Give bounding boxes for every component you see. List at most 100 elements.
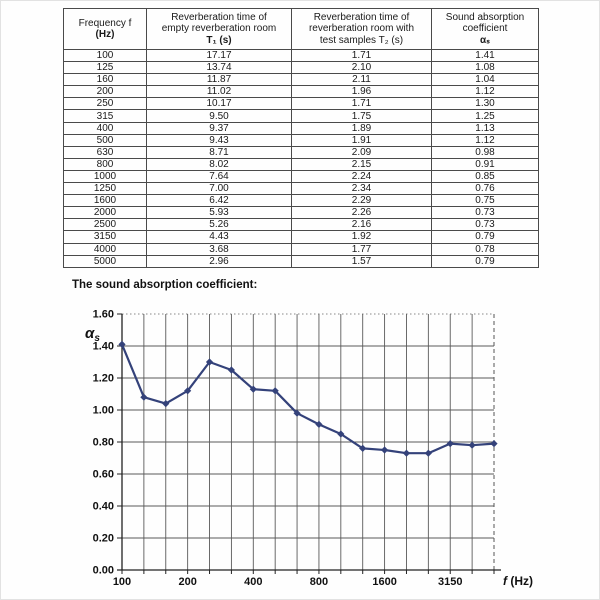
table-row: 5000 2.96 1.57 0.79 [63, 254, 539, 268]
table-cell: 1.25 [431, 109, 539, 123]
table-cell: 4.43 [146, 230, 292, 244]
table-row: 3150 4.43 1.92 0.79 [63, 230, 539, 244]
column-header-line: empty reverberation room [161, 23, 277, 35]
table-cell: 2000 [63, 206, 147, 220]
column-header-line: T₁ (s) [206, 34, 232, 46]
table-cell: 2.16 [291, 218, 432, 232]
data-point-marker [205, 358, 214, 366]
x-axis-tick-label: 400 [244, 576, 262, 588]
y-axis-tick-label: 1.60 [93, 309, 114, 321]
table-row: 1000 7.64 2.24 0.85 [63, 169, 539, 184]
data-point-marker [402, 449, 411, 457]
table-cell: 11.02 [146, 85, 292, 99]
table-cell: 1.13 [431, 121, 539, 135]
table-cell: 9.50 [146, 109, 292, 123]
table-cell: 1.08 [431, 61, 539, 75]
table-cell: 1.71 [291, 97, 432, 111]
table-cell: 11.87 [146, 73, 292, 87]
column-header: Sound absorption coefficient αₛ [431, 8, 539, 50]
y-axis-title: αs [85, 325, 100, 344]
table-cell: 0.91 [431, 157, 539, 171]
y-axis-tick-label: 1.00 [93, 405, 114, 417]
table-cell: 2500 [63, 218, 147, 232]
table-cell: 1.89 [291, 121, 432, 135]
table-cell: 1.04 [431, 73, 539, 87]
table-cell: 500 [63, 133, 147, 147]
data-point-marker [118, 340, 126, 348]
table-body: 100 17.17 1.71 1.41 125 13.74 2.10 1.08 160 11.87… [63, 48, 539, 268]
data-line [120, 343, 495, 455]
y-axis-tick-label: 1.20 [93, 373, 114, 385]
table-cell: 9.43 [146, 133, 292, 147]
column-header-line: Sound absorption [445, 11, 525, 23]
table-row: 4000 3.68 1.77 0.78 [63, 242, 539, 256]
table-cell: 0.85 [431, 169, 539, 184]
table-cell: 13.74 [146, 61, 292, 75]
column-header-line: coefficient [462, 23, 508, 35]
table-cell: 2.24 [291, 169, 432, 184]
table-cell: 2.09 [291, 145, 432, 159]
table-cell: 8.02 [146, 157, 292, 171]
table-cell: 1.12 [431, 85, 539, 99]
table-cell: 0.73 [431, 206, 539, 220]
x-axis-tick-label: 800 [310, 576, 328, 588]
table-cell: 1000 [63, 169, 147, 184]
table-cell: 0.76 [431, 182, 539, 196]
table-cell: 0.98 [431, 145, 539, 159]
y-axis-tick-label: 1.40 [93, 341, 114, 353]
table-cell: 1.75 [291, 109, 432, 123]
table-cell: 10.17 [146, 97, 292, 111]
y-axis-tick-label: 0.00 [93, 565, 114, 577]
data-table: Frequency f (Hz) Reverberation time of empt… [63, 8, 539, 268]
table-cell: 1.30 [431, 97, 539, 111]
table-cell: 5000 [63, 254, 147, 268]
table-cell: 5.26 [146, 218, 292, 232]
table-cell: 2.96 [146, 254, 292, 268]
x-axis-tick-label: 1600 [372, 576, 396, 588]
data-point-marker [446, 440, 454, 448]
table-cell: 3150 [63, 230, 147, 244]
table-cell: 1.77 [291, 242, 432, 256]
table-cell: 0.79 [431, 254, 539, 268]
table-cell: 6.42 [146, 194, 292, 208]
table-row: 1250 7.00 2.34 0.76 [63, 182, 539, 196]
table-cell: 2.15 [291, 157, 432, 171]
table-header-row: Frequency f (Hz) Reverberation time of empt… [63, 8, 539, 50]
table-row: 630 8.71 2.09 0.98 [63, 145, 539, 159]
table-cell: 125 [63, 61, 147, 75]
table-cell: 1.12 [431, 133, 539, 147]
table-row: 400 9.37 1.89 1.13 [63, 121, 539, 135]
data-point-marker [380, 446, 389, 454]
column-header: Reverberation time of empty reverberation… [146, 8, 292, 50]
table-cell: 1.41 [431, 48, 539, 63]
data-point-marker [227, 366, 236, 374]
table-cell: 2.10 [291, 61, 432, 75]
table-cell: 5.93 [146, 206, 292, 220]
table-cell: 250 [63, 97, 147, 111]
table-cell: 0.75 [431, 194, 539, 208]
table-row: 125 13.74 2.10 1.08 [63, 61, 539, 75]
column-header: Frequency f (Hz) [63, 8, 147, 50]
table-cell: 100 [63, 48, 147, 63]
data-point-marker [424, 449, 432, 457]
table-row: 315 9.50 1.75 1.25 [63, 109, 539, 123]
x-axis-tick-label: 100 [113, 576, 131, 588]
table-cell: 0.78 [431, 242, 539, 256]
table-cell: 0.79 [431, 230, 539, 244]
table-cell: 200 [63, 85, 147, 99]
table-cell: 2.34 [291, 182, 432, 196]
column-header-line: Reverberation time of [171, 11, 267, 23]
table-row: 2500 5.26 2.16 0.73 [63, 218, 539, 232]
table-row: 250 10.17 1.71 1.30 [63, 97, 539, 111]
table-cell: 315 [63, 109, 147, 123]
column-header-line: (Hz) [95, 29, 115, 40]
table-cell: 630 [63, 145, 147, 159]
y-axis-tick-label: 0.60 [93, 469, 114, 481]
table-cell: 800 [63, 157, 147, 171]
column-header-line: reverberation room with [308, 23, 415, 35]
table-row: 500 9.43 1.91 1.12 [63, 133, 539, 147]
y-axis-tick-label: 0.80 [93, 437, 114, 449]
data-point-marker [140, 393, 148, 401]
table-row: 1600 6.42 2.29 0.75 [63, 194, 539, 208]
table-row: 200 11.02 1.96 1.12 [63, 85, 539, 99]
